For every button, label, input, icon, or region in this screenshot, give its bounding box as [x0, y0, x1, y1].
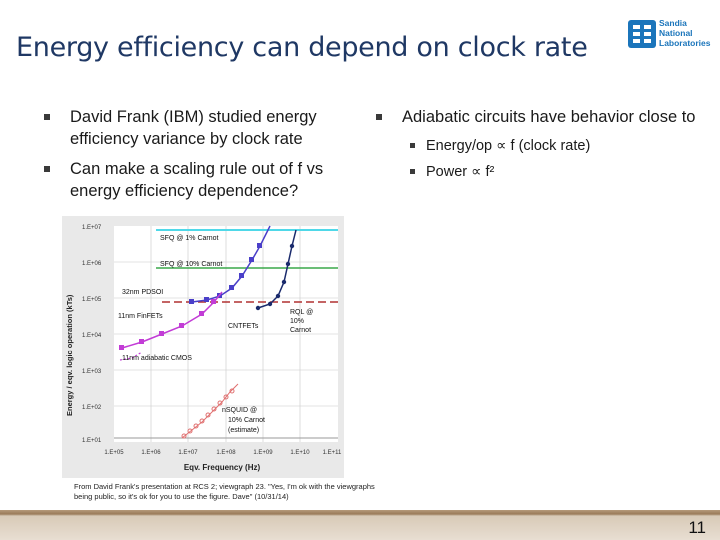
bullet-item: Adiabatic circuits have behavior close t… [376, 106, 706, 128]
bullet-square-icon [410, 143, 415, 148]
y-tick-label: 1.E+02 [82, 405, 102, 411]
bullet-square-icon [44, 114, 50, 120]
bullet-square-icon [376, 114, 382, 120]
annotation-finfet: 11nm FinFETs [118, 313, 163, 320]
adiabatic-curve [119, 351, 143, 361]
sandia-logo-icon [628, 20, 656, 48]
curve-annotations: SFQ @ 1% Carnot SFQ @ 10% Carnot 32nm PD… [118, 235, 313, 434]
annotation-nsquid: nSQUID @ [222, 407, 257, 414]
y-tick-label: 1.E+07 [82, 225, 102, 231]
nsquid-markers [181, 388, 235, 439]
annotation-adiabatic: 11nm adiabatic CMOS [122, 355, 192, 362]
x-tick-label: 1.E+11 [323, 450, 342, 456]
x-tick-label: 1.E+06 [141, 450, 161, 456]
logo-wordmark: Sandia National Laboratories [659, 18, 711, 48]
y-tick-labels: 1.E+07 1.E+06 1.E+05 1.E+04 1.E+03 1.E+0… [82, 225, 102, 444]
energy-frequency-figure: 1.E+07 1.E+06 1.E+05 1.E+04 1.E+03 1.E+0… [62, 216, 344, 478]
annotation-rql-pct: 10% [290, 318, 304, 325]
sub-bullet-item: Energy/op ∝ f (clock rate) [376, 136, 706, 156]
x-tick-label: 1.E+05 [104, 450, 124, 456]
annotation-pdsoi: 32nm PDSOI [122, 289, 163, 296]
annotation-sfq-1pct: SFQ @ 1% Carnot [160, 235, 219, 242]
x-tick-label: 1.E+07 [178, 450, 198, 456]
x-tick-label: 1.E+09 [253, 450, 273, 456]
y-tick-label: 1.E+01 [82, 438, 102, 444]
left-bullet-list: David Frank (IBM) studied energy efficie… [44, 106, 354, 210]
figure-credit: From David Frank's presentation at RCS 2… [74, 482, 375, 501]
bullet-square-icon [410, 169, 415, 174]
x-tick-label: 1.E+08 [216, 450, 236, 456]
cntfet-markers [255, 243, 295, 311]
y-axis-label: Energy / eqv. logic operation (kTs) [65, 294, 74, 416]
y-tick-label: 1.E+04 [82, 333, 102, 339]
annotation-nsquid-estimate: (estimate) [228, 427, 259, 434]
annotation-rql: RQL @ [290, 309, 313, 316]
sub-bullet-item: Power ∝ f² [376, 162, 706, 182]
bullet-item: David Frank (IBM) studied energy efficie… [44, 106, 354, 150]
bullet-square-icon [44, 166, 50, 172]
y-tick-label: 1.E+06 [82, 261, 102, 267]
right-bullet-list: Adiabatic circuits have behavior close t… [376, 106, 706, 188]
annotation-sfq-10pct: SFQ @ 10% Carnot [160, 261, 222, 268]
grid-lines [114, 226, 338, 442]
bullet-item: Can make a scaling rule out of f vs ener… [44, 158, 354, 202]
sandia-logo: Sandia National Laboratories [628, 16, 711, 54]
finfet-markers [119, 299, 216, 350]
annotation-nsquid-pct: 10% Carnot [228, 417, 265, 424]
x-axis-label: Eqv. Frequency (Hz) [184, 463, 261, 472]
annotation-cntfet: CNTFETs [228, 323, 259, 330]
x-tick-label: 1.E+10 [290, 450, 310, 456]
page-number: 11 [688, 518, 706, 537]
y-tick-label: 1.E+05 [82, 297, 102, 303]
footer-bar [0, 510, 720, 540]
annotation-rql-carnot: Carnot [290, 327, 311, 334]
x-tick-labels: 1.E+05 1.E+06 1.E+07 1.E+08 1.E+09 1.E+1… [104, 450, 342, 456]
y-tick-label: 1.E+03 [82, 369, 102, 375]
slide-title: Energy efficiency can depend on clock ra… [16, 32, 588, 63]
